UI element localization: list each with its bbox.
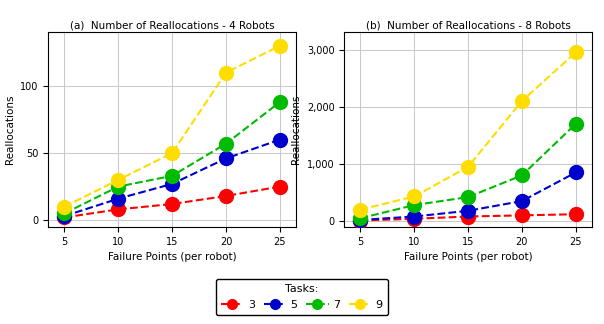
Title: (a)  Number of Reallocations - 4 Robots: (a) Number of Reallocations - 4 Robots <box>70 20 274 30</box>
X-axis label: Failure Points (per robot): Failure Points (per robot) <box>404 252 532 262</box>
Y-axis label: Reallocations: Reallocations <box>291 95 301 164</box>
Y-axis label: Reallocations: Reallocations <box>5 95 14 164</box>
Legend: 3, 5, 7, 9: 3, 5, 7, 9 <box>216 279 388 315</box>
Title: (b)  Number of Reallocations - 8 Robots: (b) Number of Reallocations - 8 Robots <box>365 20 571 30</box>
X-axis label: Failure Points (per robot): Failure Points (per robot) <box>108 252 236 262</box>
